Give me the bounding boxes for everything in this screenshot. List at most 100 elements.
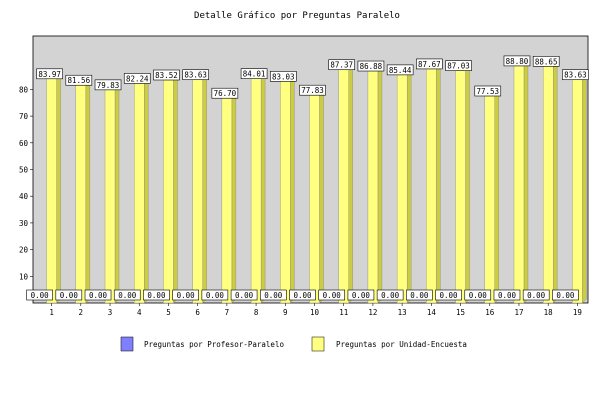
- bar-side: [406, 70, 412, 304]
- data-label-profesor: 0.00: [230, 289, 258, 301]
- y-tick-label: 30: [19, 219, 29, 228]
- x-tick-label: 12: [368, 308, 377, 317]
- svg-text:0.00: 0.00: [381, 291, 400, 300]
- svg-text:0.00: 0.00: [118, 291, 137, 300]
- x-tick-label: 10: [310, 308, 320, 317]
- data-label-unidad: 85.44: [386, 64, 414, 76]
- data-label-unidad: 81.56: [65, 74, 93, 86]
- svg-text:76.70: 76.70: [214, 89, 237, 98]
- svg-text:77.83: 77.83: [301, 86, 324, 95]
- svg-text:0.00: 0.00: [410, 291, 429, 300]
- data-label-unidad: 79.83: [94, 79, 122, 91]
- x-tick-label: 14: [427, 308, 437, 317]
- x-tick-label: 5: [166, 308, 171, 317]
- legend-label-unidad: Preguntas por Unidad-Encuesta: [336, 340, 467, 349]
- svg-text:88.65: 88.65: [535, 57, 558, 66]
- svg-text:87.03: 87.03: [447, 62, 470, 71]
- bar: [104, 89, 116, 304]
- svg-text:83.63: 83.63: [564, 71, 587, 80]
- bar: [221, 98, 233, 304]
- data-label-profesor: 0.00: [522, 289, 550, 301]
- x-tick-label: 7: [225, 308, 230, 317]
- svg-text:0.00: 0.00: [527, 291, 546, 300]
- svg-text:83.52: 83.52: [155, 71, 178, 80]
- bar-side: [56, 74, 61, 304]
- y-tick-label: 60: [19, 139, 29, 148]
- data-label-unidad: 87.67: [416, 58, 443, 70]
- bar: [280, 81, 291, 304]
- svg-text:0.00: 0.00: [323, 291, 342, 300]
- svg-text:0.00: 0.00: [177, 291, 196, 300]
- bar-side: [114, 85, 120, 304]
- svg-text:83.97: 83.97: [38, 70, 61, 79]
- bar-side: [85, 80, 91, 304]
- x-tick-label: 18: [544, 308, 554, 317]
- x-tick-label: 8: [254, 308, 259, 317]
- svg-text:88.80: 88.80: [506, 57, 529, 66]
- svg-text:0.00: 0.00: [556, 291, 575, 300]
- bar: [75, 85, 87, 304]
- data-label-unidad: 83.97: [36, 68, 63, 80]
- data-label-profesor: 0.00: [289, 289, 316, 301]
- bar: [163, 79, 174, 304]
- svg-text:77.53: 77.53: [476, 87, 499, 96]
- data-label-profesor: 0.00: [406, 289, 433, 301]
- svg-text:86.88: 86.88: [360, 62, 383, 71]
- bar-side: [202, 75, 207, 304]
- svg-text:85.44: 85.44: [389, 66, 412, 75]
- bar: [396, 74, 408, 304]
- svg-text:82.24: 82.24: [126, 74, 149, 83]
- chart-title: Detalle Gráfico por Preguntas Paralelo: [194, 11, 400, 21]
- data-label-profesor: 0.00: [143, 289, 170, 301]
- x-axis: 1 2 3 4 5 6 7 8 9 10 11 12 13 14 15 16 17 18 19: [49, 303, 582, 317]
- y-tick-label: 40: [19, 192, 29, 201]
- data-label-profesor: 0.00: [55, 289, 83, 301]
- data-label-unidad: 83.03: [269, 71, 297, 82]
- bar-side: [173, 75, 178, 304]
- svg-text:0.00: 0.00: [293, 291, 312, 300]
- x-tick-label: 17: [514, 308, 523, 317]
- bar-side: [523, 61, 529, 304]
- y-axis: 10 20 30 40 50 60 70 80: [19, 85, 33, 281]
- svg-text:83.63: 83.63: [184, 71, 207, 80]
- data-label-profesor: 0.00: [318, 289, 346, 301]
- svg-text:0.00: 0.00: [440, 291, 459, 300]
- data-label-unidad: 86.88: [357, 60, 385, 72]
- bar-side: [319, 90, 324, 304]
- svg-text:81.56: 81.56: [68, 76, 91, 85]
- bar-side: [582, 75, 587, 304]
- data-label-unidad: 83.63: [182, 69, 209, 81]
- svg-text:84.01: 84.01: [243, 70, 266, 79]
- data-label-unidad: 87.03: [445, 60, 472, 71]
- x-tick-label: 13: [398, 308, 407, 317]
- data-label-unidad: 77.83: [299, 84, 326, 96]
- data-label-unidad: 77.53: [474, 85, 502, 97]
- bar: [134, 83, 145, 304]
- bar: [338, 69, 349, 304]
- bar-side: [436, 64, 441, 304]
- x-tick-label: 11: [339, 308, 348, 317]
- bar: [513, 65, 525, 304]
- bars: [46, 61, 587, 304]
- bar: [426, 68, 437, 304]
- data-label-unidad: 84.01: [240, 68, 268, 79]
- data-label-unidad: 88.80: [503, 55, 531, 67]
- svg-text:0.00: 0.00: [206, 291, 225, 300]
- y-tick-label: 10: [19, 272, 29, 281]
- data-label-unidad: 83.52: [153, 69, 180, 81]
- data-label-profesor: 0.00: [113, 289, 141, 301]
- svg-text:0.00: 0.00: [264, 291, 283, 300]
- bar-side: [465, 66, 470, 304]
- legend: Preguntas por Profesor-Paralelo Pregunta…: [120, 336, 467, 352]
- data-label-profesor: 0.00: [376, 289, 404, 301]
- x-tick-label: 6: [195, 308, 200, 317]
- svg-text:87.67: 87.67: [418, 60, 441, 69]
- legend-label-profesor: Preguntas por Profesor-Paralelo: [144, 340, 284, 349]
- y-tick-label: 80: [19, 85, 29, 94]
- bar: [309, 94, 320, 304]
- svg-text:83.03: 83.03: [272, 72, 295, 81]
- bar: [484, 95, 495, 304]
- svg-text:0.00: 0.00: [31, 291, 50, 300]
- x-tick-label: 19: [573, 308, 582, 317]
- data-label-unidad: 88.65: [532, 56, 560, 67]
